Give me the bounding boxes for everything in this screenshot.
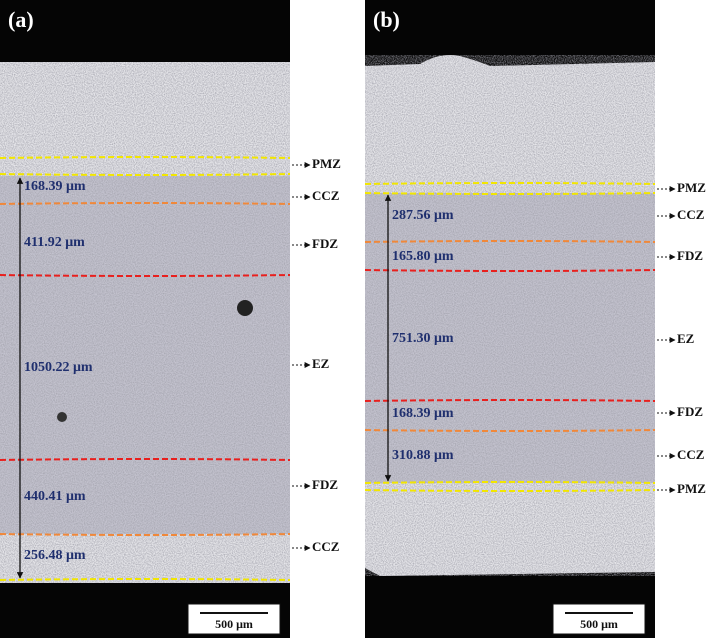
- zone-boundary: [364, 240, 656, 243]
- zone-label: FDZ: [677, 248, 703, 263]
- zone-boundary: [0, 578, 291, 581]
- panel-label: (a): [8, 7, 34, 32]
- zone-boundary: [0, 156, 291, 159]
- zone-label: FDZ: [312, 236, 338, 251]
- zone-label: PMZ: [677, 180, 706, 195]
- zone-label: EZ: [312, 356, 330, 371]
- zone-boundary: [364, 182, 656, 185]
- zone-boundary: [0, 202, 291, 205]
- annotations: 168.39 μm 411.92 μm 1050.22 μm 440.41 μm 256…: [0, 156, 706, 635]
- measurement: 411.92 μm: [24, 235, 85, 250]
- zone-label: FDZ: [677, 404, 703, 419]
- zone-label: FDZ: [312, 477, 338, 492]
- texture: [365, 55, 655, 576]
- zone-label: CCZ: [677, 447, 705, 462]
- zone-label: PMZ: [677, 481, 706, 496]
- pore: [57, 412, 67, 422]
- measurement: 287.56 μm: [392, 208, 454, 223]
- panel-label: (b): [373, 7, 400, 32]
- zone-label: CCZ: [312, 539, 340, 554]
- zone-boundary: [364, 481, 656, 484]
- zone-boundary: [364, 429, 656, 432]
- measurement: 168.39 μm: [392, 406, 454, 421]
- zone-label: CCZ: [677, 207, 705, 222]
- zone-boundary: [364, 192, 656, 195]
- zone-boundary: [0, 458, 291, 461]
- zone-boundary: [0, 173, 291, 176]
- zone-label: CCZ: [312, 188, 340, 203]
- measurement: 751.30 μm: [392, 331, 454, 346]
- zone-boundary: [364, 269, 656, 272]
- measurement: 256.48 μm: [24, 548, 86, 563]
- zone-boundary: [0, 274, 291, 277]
- zone-boundary: [0, 533, 291, 536]
- scale-bar-box: [552, 603, 646, 635]
- zone-boundary: [364, 489, 656, 492]
- zone-label: EZ: [677, 331, 695, 346]
- zone-boundary: [364, 399, 656, 402]
- scale-bar-label: 500 μm: [215, 617, 253, 631]
- scale-bar-label: 500 μm: [580, 617, 618, 631]
- scale-bar-box: [187, 603, 281, 635]
- measurement: 1050.22 μm: [24, 360, 93, 375]
- measurement: 168.39 μm: [24, 179, 86, 194]
- measurement: 310.88 μm: [392, 448, 454, 463]
- measurement: 440.41 μm: [24, 489, 86, 504]
- texture: [0, 62, 290, 583]
- zone-label: PMZ: [312, 156, 341, 171]
- measurement: 165.80 μm: [392, 249, 454, 264]
- pore: [237, 300, 253, 316]
